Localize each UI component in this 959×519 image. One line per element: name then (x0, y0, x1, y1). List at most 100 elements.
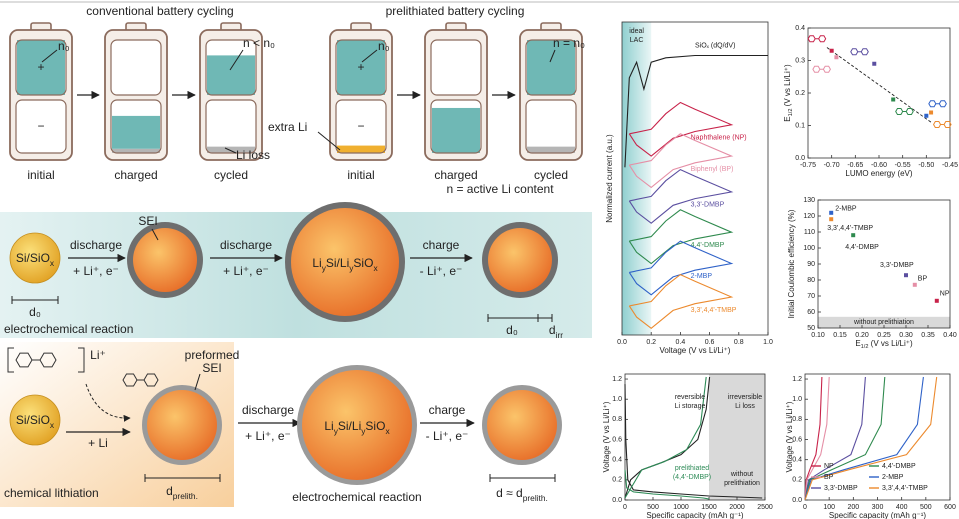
y-tick-label: 100 (803, 245, 815, 252)
particle-core (133, 228, 197, 292)
x-tick-label: 0 (803, 504, 807, 511)
chart-annotation: reversible (675, 394, 705, 401)
benzene-ring (929, 101, 936, 107)
legend-label: 2-MBP (882, 474, 904, 481)
y-tick-label: 1.0 (612, 396, 622, 403)
x-tick-label: 400 (896, 504, 908, 511)
fit-line (827, 48, 931, 123)
core-label-part: SiO (353, 256, 373, 270)
caption: electrochemical reaction (4, 322, 133, 336)
y-tick-label: 130 (803, 197, 815, 204)
x-tick-label: -0.65 (847, 162, 863, 169)
x-tick-label: -0.75 (800, 162, 816, 169)
y-tick-label: 120 (803, 213, 815, 220)
benzene-ring (823, 66, 830, 72)
sei-label: SEI (138, 214, 157, 228)
size-label: d₀ (29, 305, 41, 319)
x-tick-label: 0.0 (617, 339, 627, 346)
curve-label: 3,3'-DMBP (691, 202, 725, 209)
x-axis-label: Specific capacity (mAh g⁻¹) (646, 511, 743, 519)
x-tick-label: 500 (647, 504, 659, 511)
battery-fill (207, 55, 255, 95)
benzene-ring (813, 66, 820, 72)
point-label: 2-MBP (835, 206, 857, 213)
x-tick-label: 0.25 (877, 332, 891, 339)
x-tick-label: 300 (872, 504, 884, 511)
point-label: NP (940, 291, 950, 298)
legend-label: 4,4'-DMBP (882, 463, 916, 470)
benzene-ring (906, 108, 913, 114)
annotation: n₀ (378, 39, 390, 53)
x-axis-label-part: 1/2 (861, 344, 869, 350)
data-point (829, 211, 833, 215)
data-point (872, 62, 876, 66)
x-tick-label: -0.45 (942, 162, 958, 169)
x-tick-label: 0.30 (899, 332, 913, 339)
y-tick-label: 1.2 (612, 376, 622, 383)
y-tick-label: 0.3 (795, 57, 805, 64)
battery-sign: + (37, 60, 44, 74)
battery-cell (206, 100, 256, 153)
size-label-part: irr (556, 330, 564, 340)
data-point (904, 273, 908, 277)
battery-label: initial (27, 168, 54, 182)
point-label: 4,4'-DMBP (845, 244, 879, 251)
y-axis-label: Voltage (V vs Li/Li⁺) (785, 401, 794, 472)
y-axis-label: E1/2 (V vs Li/Li⁺) (783, 64, 794, 122)
x-tick-label: 0 (623, 504, 627, 511)
x-tick-label: 200 (847, 504, 859, 511)
legend-label: 3,3'-DMBP (824, 485, 858, 492)
shade-label: ideal (629, 28, 644, 35)
shade-label: LAC (630, 37, 644, 44)
y-tick-label: 90 (807, 261, 815, 268)
y-tick-label: 80 (807, 277, 815, 284)
data-point (830, 49, 834, 53)
battery-fill (337, 146, 385, 153)
annotation: extra Li (268, 120, 307, 134)
chart-annotation: irreversible (728, 394, 762, 401)
y-tick-label: 0.8 (612, 416, 622, 423)
battery-sign: + (357, 60, 364, 74)
section-title: conventional battery cycling (86, 4, 233, 18)
x-tick-label: 1000 (673, 504, 689, 511)
battery-cell (526, 100, 576, 153)
annotation: n = n₀ (553, 36, 585, 50)
y-tick-label: 60 (807, 309, 815, 316)
battery-label: initial (347, 168, 374, 182)
chart-annotation: (4,4'-DMBP) (673, 474, 711, 481)
step-label: + Li⁺, e⁻ (73, 264, 119, 278)
core-label-part: SiO (365, 419, 385, 433)
data-point (924, 114, 928, 118)
y-tick-label: 110 (804, 229, 815, 236)
y-tick-label: 50 (807, 325, 815, 332)
step-label: + Li⁺, e⁻ (245, 429, 291, 443)
y-tick-label: 70 (807, 293, 815, 300)
y-tick-label: 0.0 (612, 497, 622, 504)
chart-annotation: prelithiated (675, 465, 709, 472)
core-label-part: Si/Li (338, 419, 361, 433)
x-axis-label: LUMO energy (eV) (845, 169, 912, 178)
step-label: discharge (70, 238, 122, 252)
caption: electrochemical reaction (292, 490, 421, 504)
chart-annotation: Li storage (675, 403, 706, 410)
chart-annotation: prelithiation (724, 480, 760, 487)
x-tick-label: 2000 (729, 504, 745, 511)
y-tick-label: 0.0 (795, 155, 805, 162)
battery-sign: − (357, 119, 364, 133)
curve-label: 2-MBP (691, 273, 713, 280)
particle-core (487, 390, 557, 460)
y-axis-label-part: 1/2 (788, 109, 794, 117)
curve-label: SiOₓ (dQ/dV) (695, 42, 735, 49)
y-tick-label: 0.4 (795, 25, 805, 32)
battery-fill (527, 147, 575, 153)
step-label: + Li⁺, e⁻ (223, 264, 269, 278)
x-tick-label: 0.15 (833, 332, 847, 339)
y-tick-label: 0.6 (612, 436, 622, 443)
caption: chemical lithiation (4, 486, 99, 500)
battery-label: cycled (534, 168, 568, 182)
x-tick-label: -0.70 (824, 162, 840, 169)
core-label-part: Li (324, 419, 333, 433)
curve-label: Naphthalene (NP) (691, 135, 747, 142)
x-tick-label: 2500 (757, 504, 773, 511)
benzene-ring (861, 49, 868, 55)
